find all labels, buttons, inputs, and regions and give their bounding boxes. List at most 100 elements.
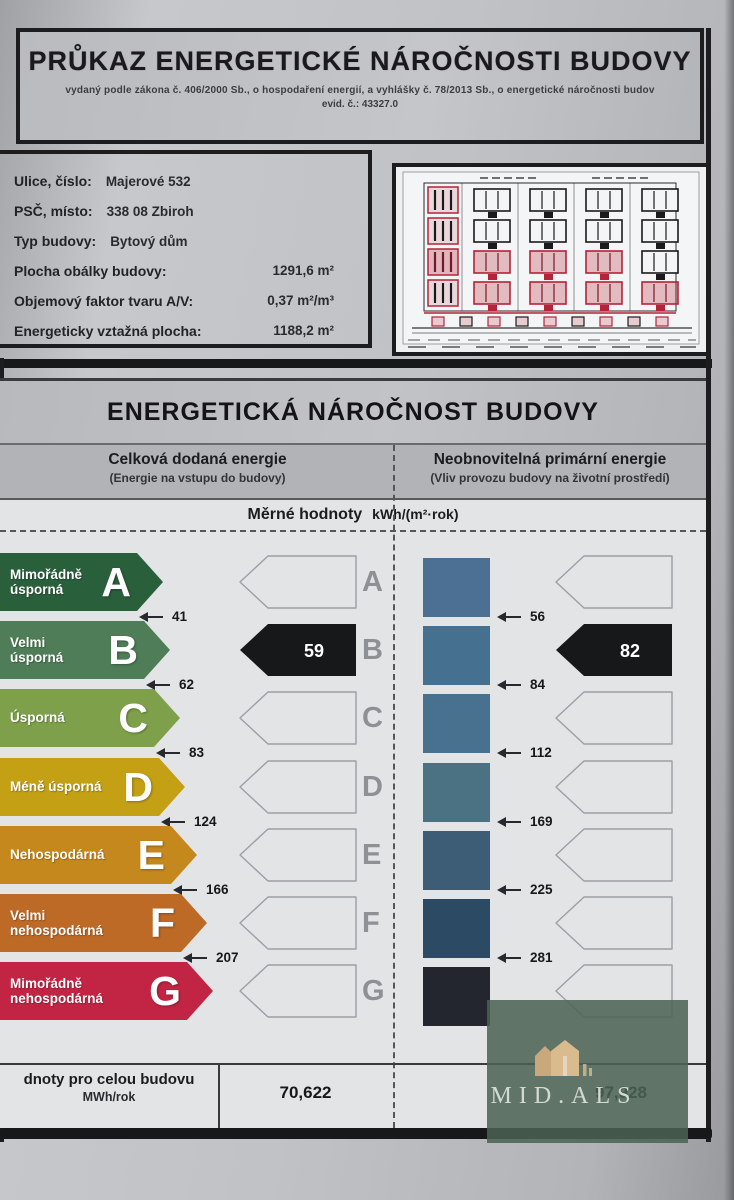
info-row: PSČ, místo: 338 08 Zbiroh	[0, 196, 368, 226]
class-letter-A: A	[101, 558, 131, 605]
boundary-value: 124	[194, 814, 217, 829]
primary-scale-arrow-C	[555, 691, 673, 745]
totals-delivered-value: 70,622	[279, 1083, 332, 1102]
energy-class-arrow-B: Velmi úsporná B	[0, 621, 170, 679]
energy-class-arrow-A: Mimořádně úsporná A	[0, 553, 163, 611]
left-arrow-icon	[497, 884, 521, 897]
table-bottom-border	[0, 1128, 712, 1139]
page-right-border	[706, 28, 711, 1142]
watermark-overlay: MID.ALS	[487, 1000, 688, 1143]
left-arrow-icon	[139, 611, 163, 624]
watermark-content: MID.ALS	[484, 1000, 644, 1110]
info-value-1: 338 08 Zbiroh	[106, 204, 194, 219]
primary-column-subtitle: (Vliv provozu budovy na životní prostřed…	[430, 471, 670, 485]
info-value-2: Bytový dům	[110, 234, 188, 249]
svg-text:82: 82	[620, 641, 640, 661]
scale-letter-B: B	[362, 634, 383, 666]
delivered-value-arrow: 59	[240, 624, 356, 676]
left-arrow-icon	[497, 747, 521, 760]
header-subtitle: vydaný podle zákona č. 406/2000 Sb., o h…	[65, 85, 655, 96]
header-evidence-number: evid. č.: 43327.0	[321, 99, 399, 110]
delivered-scale-arrow-G	[239, 964, 357, 1018]
building-drawing-box	[392, 163, 710, 356]
primary-column-title: Neobnovitelná primární energie	[433, 451, 667, 468]
scale-letter-D: D	[362, 771, 383, 803]
info-value-5: 1188,2 m²	[273, 323, 334, 338]
primary-gridbar-C	[423, 694, 490, 753]
delivered-scale-arrow-D	[239, 760, 357, 814]
boundary-value: 166	[206, 882, 229, 897]
left-arrow-icon	[497, 952, 521, 965]
primary-scale-arrow-F	[555, 896, 673, 950]
class-label-G: Mimořádně nehospodárná	[10, 975, 104, 1006]
scale-letter-F: F	[362, 907, 380, 939]
left-arrow-icon	[161, 816, 185, 829]
energy-class-arrow-C: Úsporná C	[0, 689, 180, 747]
left-arrow-icon	[173, 884, 197, 897]
primary-gridbar-B	[423, 626, 490, 685]
scale-letter-C: C	[362, 702, 383, 734]
info-row: Objemový faktor tvaru A/V: 0,37 m²/m³	[0, 286, 368, 316]
left-arrow-icon	[146, 679, 170, 692]
left-balcony-bay	[427, 186, 459, 307]
boundary-value: 281	[530, 950, 553, 965]
info-label-5: Energeticky vztažná plocha:	[14, 323, 202, 339]
totals-unit: MWh/rok	[82, 1090, 136, 1104]
boundary-value: 62	[179, 677, 195, 692]
energy-class-arrow-D: Méně úsporná D	[0, 758, 185, 816]
delivered-scale-arrow-A	[239, 555, 357, 609]
info-label-2: Typ budovy:	[14, 233, 97, 249]
basement-windows	[431, 316, 669, 327]
info-label-1: PSČ, místo:	[14, 203, 93, 219]
info-row: Energeticky vztažná plocha: 1188,2 m²	[0, 316, 368, 346]
delivered-energy-column-header: Celková dodaná energie (Energie na vstup…	[20, 451, 375, 485]
vertical-dashed-divider	[393, 445, 395, 1128]
scale-letter-A: A	[362, 566, 383, 598]
info-row: Plocha obálky budovy: 1291,6 m²	[0, 256, 368, 286]
boundary-value: 41	[172, 609, 188, 624]
class-label-F: Velmi nehospodárná	[10, 907, 104, 938]
building-info-rows: Ulice, číslo: Majerové 532 PSČ, místo: 338…	[0, 166, 368, 346]
boundary-value: 84	[530, 677, 546, 692]
class-letter-E: E	[137, 831, 165, 878]
watermark-text: MID.ALS	[490, 1083, 638, 1109]
boundary-value: 56	[530, 609, 546, 624]
delivered-column-title: Celková dodaná energie	[108, 451, 287, 468]
boundary-value: 83	[189, 745, 205, 760]
totals-header-cell: dnoty pro celou budovu MWh/rok	[0, 1071, 218, 1104]
scan-edge-shadow	[724, 0, 734, 1200]
energy-class-arrow-E: Nehospodárná E	[0, 826, 197, 884]
info-row: Typ budovy: Bytový dům	[0, 226, 368, 256]
primary-scale-arrow-E	[555, 828, 673, 882]
left-arrow-icon	[497, 611, 521, 624]
class-letter-B: B	[108, 626, 138, 673]
delivered-scale-arrow-F	[239, 896, 357, 950]
class-label-C: Úsporná	[10, 710, 65, 726]
info-label-0: Ulice, číslo:	[14, 173, 92, 189]
left-arrow-icon	[156, 747, 180, 760]
primary-scale-arrow-A	[555, 555, 673, 609]
building-info-box: Ulice, číslo: Majerové 532 PSČ, místo: 338…	[0, 150, 372, 348]
delivered-scale-arrow-C	[239, 691, 357, 745]
column-header-band: Celková dodaná energie (Energie na vstup…	[0, 443, 706, 500]
primary-energy-column-header: Neobnovitelná primární energie (Vliv pro…	[400, 451, 700, 485]
units-row: Měrné hodnoty kWh/(m²·rok)	[0, 506, 706, 524]
boundary-value: 112	[530, 745, 552, 760]
svg-text:59: 59	[304, 641, 324, 661]
boundary-value: 207	[216, 950, 239, 965]
class-label-D: Méně úsporná	[10, 779, 102, 795]
delivered-column-subtitle: (Energie na vstupu do budovy)	[109, 471, 286, 485]
primary-gridbar-A	[423, 558, 490, 617]
boundary-value: 225	[530, 882, 553, 897]
primary-gridbar-F	[423, 899, 490, 958]
primary-gridbar-D	[423, 763, 490, 822]
horizontal-dashed-divider	[0, 530, 706, 532]
scale-letter-E: E	[362, 839, 382, 871]
boundary-value: 169	[530, 814, 553, 829]
units-value: kWh/(m²·rok)	[372, 506, 459, 522]
energy-class-arrow-F: Velmi nehospodárná F	[0, 894, 207, 952]
facade-windows	[473, 188, 679, 311]
energy-section-title-band: ENERGETICKÁ NÁROČNOST BUDOVY	[0, 378, 706, 446]
delivered-scale-arrow-E	[239, 828, 357, 882]
class-label-E: Nehospodárná	[10, 847, 105, 863]
